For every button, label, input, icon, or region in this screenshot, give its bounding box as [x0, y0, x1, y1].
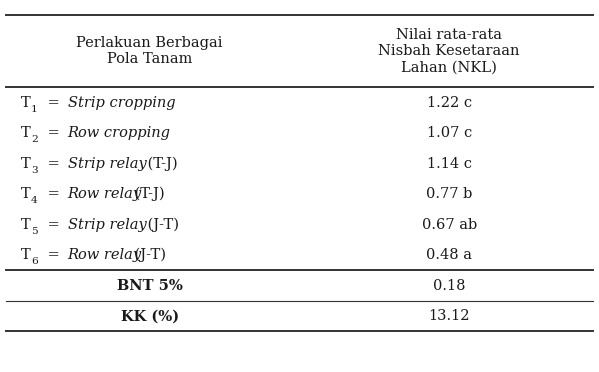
Text: 1.07 c: 1.07 c [426, 126, 472, 140]
Text: 1.14 c: 1.14 c [426, 157, 472, 171]
Text: 0.18: 0.18 [433, 279, 465, 293]
Text: Row relay: Row relay [68, 187, 142, 201]
Text: T: T [21, 248, 31, 262]
Text: 3: 3 [31, 166, 38, 175]
Text: 0.48 a: 0.48 a [426, 248, 472, 262]
Text: 1: 1 [31, 105, 38, 114]
Text: 6: 6 [31, 257, 38, 266]
Text: 1.22 c: 1.22 c [426, 96, 472, 110]
Text: T: T [21, 218, 31, 232]
Text: =: = [43, 218, 64, 232]
Text: T: T [21, 96, 31, 110]
Text: Strip cropping: Strip cropping [68, 96, 176, 110]
Text: (T-J): (T-J) [130, 187, 164, 201]
Text: 2: 2 [31, 135, 38, 144]
Text: =: = [43, 248, 64, 262]
Text: =: = [43, 126, 64, 140]
Text: Row cropping: Row cropping [68, 126, 171, 140]
Text: T: T [21, 157, 31, 171]
Text: 5: 5 [31, 227, 38, 236]
Text: T: T [21, 187, 31, 201]
Text: (T-J): (T-J) [144, 157, 178, 171]
Text: 4: 4 [31, 196, 38, 205]
Text: Row relay: Row relay [68, 248, 142, 262]
Text: =: = [43, 187, 64, 201]
Text: 0.77 b: 0.77 b [426, 187, 473, 201]
Text: 13.12: 13.12 [428, 309, 470, 323]
Text: BNT 5%: BNT 5% [117, 279, 183, 293]
Text: KK (%): KK (%) [120, 309, 179, 323]
Text: 0.67 ab: 0.67 ab [422, 218, 477, 232]
Text: (J-T): (J-T) [130, 248, 166, 262]
Text: Strip relay: Strip relay [68, 218, 146, 232]
Text: T: T [21, 126, 31, 140]
Text: Strip relay: Strip relay [68, 157, 146, 171]
Text: =: = [43, 157, 64, 171]
Text: Nilai rata-rata
Nisbah Kesetaraan
Lahan (NKL): Nilai rata-rata Nisbah Kesetaraan Lahan … [379, 28, 520, 74]
Text: =: = [43, 96, 64, 110]
Text: Perlakuan Berbagai
Pola Tanam: Perlakuan Berbagai Pola Tanam [77, 36, 223, 66]
Text: (J-T): (J-T) [144, 218, 180, 232]
